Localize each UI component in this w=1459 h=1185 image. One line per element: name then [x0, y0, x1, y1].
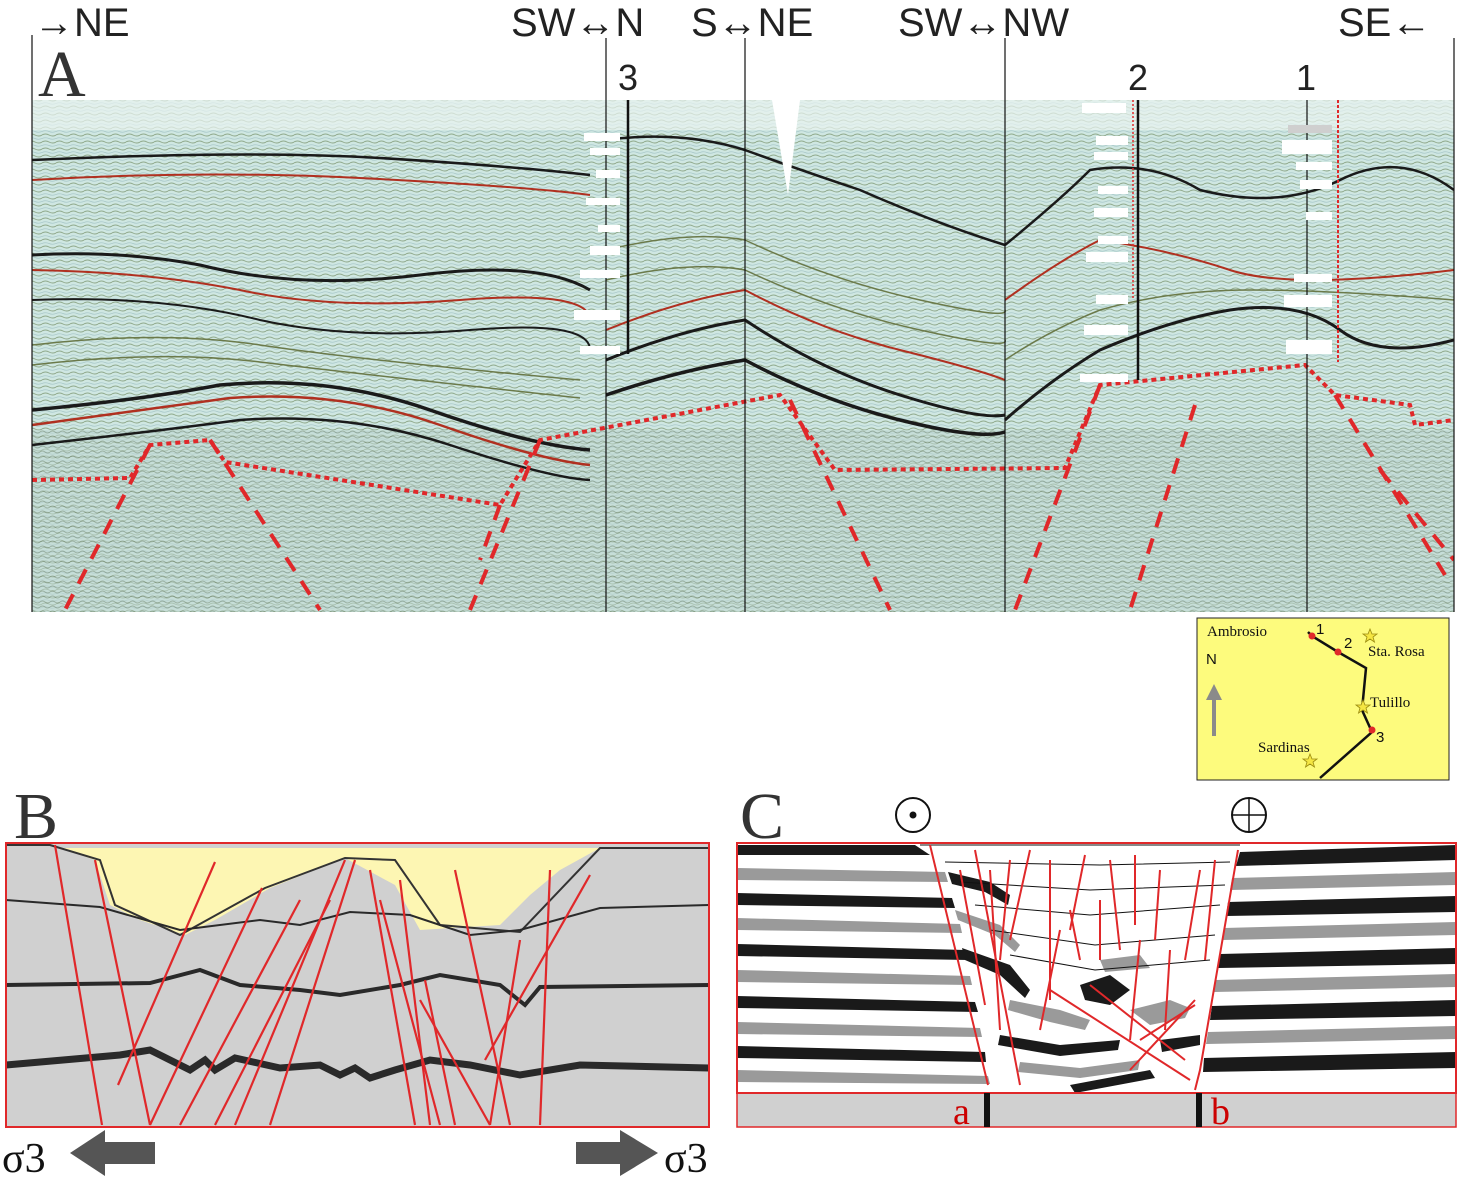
panel-b-layers	[5, 899, 710, 1082]
label-b: b	[1211, 1091, 1230, 1133]
panel-a: A →NE SW↔N S↔NE SW↔NW SE←	[31, 1, 1455, 612]
well-2-log: 2	[1080, 57, 1148, 382]
well-1-label: 1	[1296, 57, 1316, 98]
into-page-icon	[1231, 797, 1267, 833]
map-well-1-dot	[1308, 632, 1316, 640]
place-tulillo: Tulillo	[1370, 695, 1410, 711]
map-well-1-label: 1	[1316, 621, 1324, 638]
panel-a-letter: A	[38, 38, 86, 111]
north-label: N	[1206, 651, 1217, 668]
well-2-label: 2	[1128, 57, 1148, 98]
panel-b-letter: B	[14, 780, 58, 853]
inset-location-map: N 1 2 3 Ambrosio Sta. Rosa Tulillo Sardi…	[1196, 617, 1450, 781]
left-flank-layers	[737, 845, 990, 1084]
direction-ne-left: →NE	[34, 1, 130, 45]
direction-sw-nw: SW↔NW	[898, 1, 1069, 45]
direction-se-right: SE←	[1338, 1, 1431, 45]
panel-c-letter: C	[740, 780, 784, 853]
direction-s-ne: S↔NE	[691, 1, 813, 45]
place-ambrosio: Ambrosio	[1207, 624, 1267, 640]
panel-c: C	[736, 780, 1457, 1133]
direction-sw-n: SW↔N	[511, 1, 644, 45]
fault-base-a-marker	[984, 1093, 990, 1127]
panel-c-faults	[929, 844, 1239, 1091]
sigma-right: σ3	[664, 1136, 708, 1182]
seismic-section	[32, 100, 1454, 612]
arrow-right-icon	[576, 1130, 658, 1176]
canyon-notch	[772, 100, 800, 195]
basement-layer	[736, 1092, 1457, 1128]
panel-b: B σ3 σ3	[2, 780, 710, 1182]
well-1-log: 1	[1282, 57, 1339, 612]
map-well-2-label: 2	[1344, 635, 1352, 652]
star-icon	[1301, 752, 1319, 768]
star-icon	[1354, 698, 1372, 714]
arrow-left-icon	[70, 1130, 155, 1176]
map-well-2-dot	[1334, 648, 1342, 656]
map-well-3-label: 3	[1376, 729, 1384, 746]
well-3-label: 3	[618, 57, 638, 98]
graben-sediment-lines	[920, 844, 1240, 971]
map-well-3-dot	[1368, 726, 1376, 734]
star-icon	[1361, 627, 1379, 643]
right-flank-layers	[1203, 845, 1456, 1072]
sigma-left: σ3	[2, 1136, 46, 1182]
section-boundaries	[31, 35, 1455, 612]
panel-b-faults	[53, 844, 591, 1126]
well-3-log: 3	[574, 57, 638, 354]
out-of-page-icon	[895, 797, 931, 833]
place-sta-rosa: Sta. Rosa	[1368, 644, 1425, 660]
north-arrow-icon	[1206, 684, 1222, 736]
label-a: a	[953, 1091, 970, 1133]
place-sardinas: Sardinas	[1258, 740, 1310, 756]
seismic-faults	[32, 362, 1454, 612]
fault-base-b-marker	[1196, 1093, 1202, 1127]
